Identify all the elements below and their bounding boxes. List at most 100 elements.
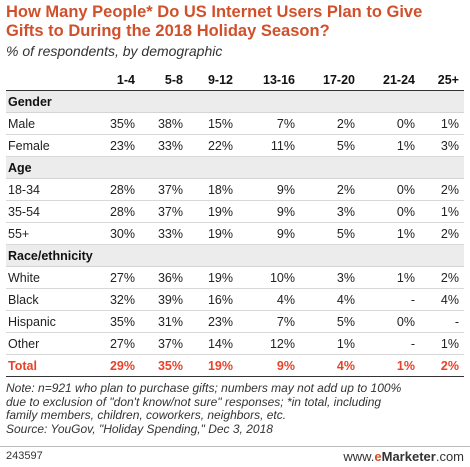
table-cell: 38% — [140, 112, 188, 135]
table-cell: 22% — [188, 134, 238, 157]
section-label: Age — [6, 156, 464, 179]
total-cell: 4% — [300, 354, 360, 377]
table-cell: 14% — [188, 332, 238, 355]
table-cell: 7% — [238, 310, 300, 333]
row-label: Female — [6, 134, 94, 157]
table-row: Other 27% 37% 14% 12% 1% -1% — [6, 332, 464, 355]
section-header-row: Gender — [6, 90, 464, 113]
table-cell: 1% — [300, 332, 360, 355]
table-cell: 28% — [94, 200, 140, 223]
note-line: Source: YouGov, "Holiday Spending," Dec … — [6, 421, 273, 436]
table-cell: 11% — [238, 134, 300, 157]
table-cell: 1% — [360, 266, 420, 289]
column-header: 25+ — [420, 70, 464, 91]
table-cell: 1% — [360, 134, 420, 157]
note-line: Note: n=921 who plan to purchase gifts; … — [6, 381, 402, 395]
column-header: 9-12 — [188, 70, 238, 91]
brand-suffix: .com — [435, 449, 464, 464]
table-cell: 39% — [140, 288, 188, 311]
table-cell: 33% — [140, 222, 188, 245]
table-cell: 19% — [188, 222, 238, 245]
table-cell: 31% — [140, 310, 188, 333]
table-cell: 27% — [94, 266, 140, 289]
table-cell: 23% — [188, 310, 238, 333]
table-cell: 28% — [94, 178, 140, 201]
column-header: 17-20 — [300, 70, 360, 91]
table-cell: 3% — [300, 266, 360, 289]
row-label: Black — [6, 288, 94, 311]
table-cell: 32% — [94, 288, 140, 311]
column-header-row: 1-4 5-8 9-12 13-16 17-20 21-24 25+ — [6, 70, 464, 91]
data-table: 1-4 5-8 9-12 13-16 17-20 21-24 25+ Gender Male 3… — [6, 70, 464, 377]
table-cell: 4% — [420, 288, 464, 311]
table-cell: 1% — [420, 200, 464, 223]
table-cell: 16% — [188, 288, 238, 311]
footer: 243597 www.eMarketer.com — [0, 446, 470, 467]
table-cell: 5% — [300, 134, 360, 157]
table-cell: 36% — [140, 266, 188, 289]
row-label: 55+ — [6, 222, 94, 245]
table-cell: 2% — [420, 222, 464, 245]
table-cell: 35% — [94, 310, 140, 333]
table-cell: 2% — [300, 112, 360, 135]
table-cell: 1% — [420, 112, 464, 135]
section-header-row: Age — [6, 156, 464, 179]
table-cell: 9% — [238, 200, 300, 223]
brand-e: e — [374, 449, 382, 464]
table-cell: 1% — [420, 332, 464, 355]
chart-id: 243597 — [6, 450, 43, 462]
column-header: 13-16 — [238, 70, 300, 91]
table-row: White 27% 36% 19% 10% 3% 1% 2% — [6, 266, 464, 289]
total-cell: 35% — [140, 354, 188, 377]
table-cell: 30% — [94, 222, 140, 245]
row-label: Other — [6, 332, 94, 355]
row-label: Male — [6, 112, 94, 135]
table-cell: 15% — [188, 112, 238, 135]
total-label: Total — [6, 354, 94, 377]
table-cell: 2% — [300, 178, 360, 201]
table-row: Black 32% 39% 16% 4% 4% -4% — [6, 288, 464, 311]
chart-subtitle: % of respondents, by demographic — [6, 43, 223, 59]
section-label: Race/ethnicity — [6, 244, 464, 267]
table-cell: - — [420, 310, 464, 333]
table-cell: 18% — [188, 178, 238, 201]
brand-logo: www.eMarketer.com — [343, 449, 464, 464]
brand-prefix: www. — [343, 449, 375, 464]
table-row: 35-54 28% 37% 19% 9% 3% 0% 1% — [6, 200, 464, 223]
total-cell: 19% — [188, 354, 238, 377]
table-cell: 1% — [360, 222, 420, 245]
table-cell: 23% — [94, 134, 140, 157]
table-cell: 37% — [140, 178, 188, 201]
chart-note: Note: n=921 who plan to purchase gifts; … — [6, 381, 464, 436]
total-cell: 1% — [360, 354, 420, 377]
table-cell: 4% — [238, 288, 300, 311]
table-cell: 19% — [188, 266, 238, 289]
table-cell: 4% — [300, 288, 360, 311]
brand-main: Marketer — [381, 449, 436, 464]
column-header: 5-8 — [140, 70, 188, 91]
table-cell: 19% — [188, 200, 238, 223]
table-cell: 0% — [360, 178, 420, 201]
table-cell: 3% — [300, 200, 360, 223]
chart-title: How Many People* Do US Internet Users Pl… — [6, 3, 423, 40]
row-label: Hispanic — [6, 310, 94, 333]
table-row: 18-34 28% 37% 18% 9% 2% 0% 2% — [6, 178, 464, 201]
table-cell: 2% — [420, 266, 464, 289]
row-label: 18-34 — [6, 178, 94, 201]
note-line: family members, children, coworkers, nei… — [6, 408, 287, 422]
table-cell: 10% — [238, 266, 300, 289]
table-cell: 33% — [140, 134, 188, 157]
table-cell: 2% — [420, 178, 464, 201]
table-cell: 5% — [300, 222, 360, 245]
column-header: 1-4 — [94, 70, 140, 91]
total-cell: 29% — [94, 354, 140, 377]
total-cell: 9% — [238, 354, 300, 377]
table-cell: 3% — [420, 134, 464, 157]
total-cell: 2% — [420, 354, 464, 377]
table-cell: 37% — [140, 332, 188, 355]
table-cell: - — [360, 332, 420, 355]
table-cell: 0% — [360, 310, 420, 333]
column-header: 21-24 — [360, 70, 420, 91]
table-cell: - — [360, 288, 420, 311]
